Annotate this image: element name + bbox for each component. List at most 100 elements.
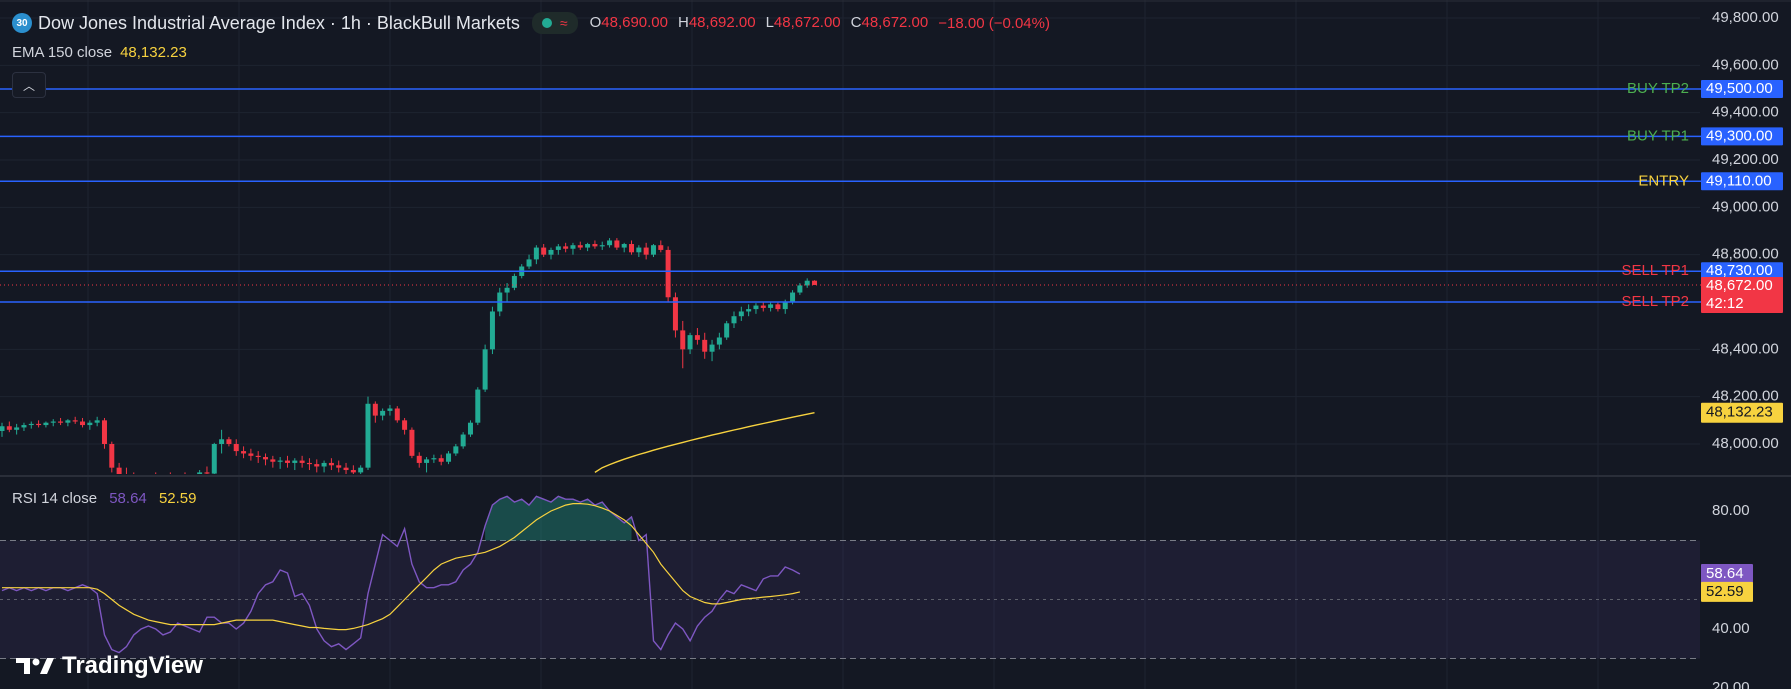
candle-body[interactable] — [255, 455, 261, 458]
candle-body[interactable] — [336, 465, 342, 468]
candle-body[interactable] — [211, 444, 217, 474]
candle-body[interactable] — [475, 389, 481, 423]
rsi-legend[interactable]: RSI 14 close 58.64 52.59 — [12, 490, 196, 507]
candle-body[interactable] — [797, 285, 803, 293]
candle-body[interactable] — [14, 427, 20, 430]
candle-body[interactable] — [424, 459, 430, 463]
tradingview-watermark[interactable]: TradingView — [16, 652, 203, 680]
candle-body[interactable] — [219, 439, 225, 444]
candle-body[interactable] — [768, 304, 774, 308]
candle-body[interactable] — [292, 460, 298, 463]
candle-body[interactable] — [0, 426, 5, 431]
candle-body[interactable] — [738, 311, 744, 317]
candle-body[interactable] — [672, 297, 678, 331]
candle-body[interactable] — [314, 464, 320, 467]
candle-body[interactable] — [650, 245, 656, 255]
candle-body[interactable] — [43, 422, 49, 426]
candle-body[interactable] — [577, 245, 583, 248]
candle-body[interactable] — [263, 457, 269, 460]
symbol-legend[interactable]: 30 Dow Jones Industrial Average Index · … — [12, 12, 1050, 34]
candle-body[interactable] — [87, 422, 93, 426]
candle-body[interactable] — [636, 247, 642, 253]
candle-body[interactable] — [541, 247, 547, 255]
candle-body[interactable] — [277, 460, 283, 462]
candle-body[interactable] — [233, 444, 239, 452]
candle-body[interactable] — [570, 245, 576, 249]
candle-body[interactable] — [116, 467, 122, 474]
candle-body[interactable] — [680, 330, 686, 350]
candle-body[interactable] — [431, 458, 437, 460]
candle-body[interactable] — [702, 339, 708, 352]
candle-body[interactable] — [65, 420, 71, 423]
candle-body[interactable] — [467, 422, 473, 435]
candle-body[interactable] — [716, 337, 722, 345]
candle-body[interactable] — [614, 240, 620, 248]
candle-body[interactable] — [731, 316, 737, 324]
candle-body[interactable] — [782, 302, 788, 310]
candle-body[interactable] — [94, 420, 100, 423]
candle-body[interactable] — [753, 305, 759, 310]
candle-body[interactable] — [453, 446, 459, 454]
ema-legend[interactable]: EMA 150 close 48,132.23 — [12, 44, 187, 61]
candle-body[interactable] — [658, 245, 664, 250]
candle-body[interactable] — [555, 246, 561, 250]
candle-body[interactable] — [760, 305, 766, 308]
ema-line[interactable] — [594, 412, 815, 473]
candle-body[interactable] — [328, 462, 334, 466]
candle-body[interactable] — [629, 244, 635, 253]
candle-body[interactable] — [226, 439, 232, 444]
market-status-pill[interactable]: ≈ — [531, 12, 578, 34]
candle-body[interactable] — [72, 420, 78, 422]
candle-body[interactable] — [241, 451, 247, 454]
candle-body[interactable] — [482, 349, 488, 390]
candle-body[interactable] — [438, 458, 444, 462]
candle-body[interactable] — [724, 323, 730, 338]
candle-body[interactable] — [380, 410, 386, 416]
candle-body[interactable] — [343, 467, 349, 471]
candle-body[interactable] — [585, 244, 591, 248]
candle-body[interactable] — [101, 420, 107, 444]
candle-body[interactable] — [709, 344, 715, 352]
candle-body[interactable] — [790, 292, 796, 302]
candle-body[interactable] — [746, 309, 752, 312]
candle-body[interactable] — [416, 455, 422, 463]
candle-body[interactable] — [321, 462, 327, 467]
candle-body[interactable] — [563, 246, 569, 249]
candle-body[interactable] — [812, 280, 818, 285]
rsi-ma-line[interactable] — [2, 503, 801, 631]
candle-body[interactable] — [358, 467, 364, 473]
candle-body[interactable] — [58, 421, 64, 423]
candle-body[interactable] — [533, 247, 539, 260]
candle-body[interactable] — [402, 420, 408, 430]
candle-body[interactable] — [28, 423, 34, 426]
candle-body[interactable] — [526, 259, 532, 267]
candle-body[interactable] — [284, 460, 290, 463]
candle-body[interactable] — [804, 280, 810, 286]
candle-body[interactable] — [599, 245, 605, 247]
candle-body[interactable] — [592, 244, 598, 247]
candle-body[interactable] — [643, 247, 649, 255]
candle-body[interactable] — [460, 434, 466, 447]
candle-body[interactable] — [299, 460, 305, 463]
candle-body[interactable] — [21, 425, 27, 428]
candle-body[interactable] — [446, 453, 452, 462]
candle-body[interactable] — [775, 304, 781, 310]
symbol-title[interactable]: Dow Jones Industrial Average Index · 1h … — [38, 12, 520, 33]
candle-body[interactable] — [504, 287, 510, 293]
candle-body[interactable] — [694, 335, 700, 340]
candle-body[interactable] — [6, 426, 12, 430]
candle-body[interactable] — [204, 472, 210, 474]
candle-body[interactable] — [365, 403, 371, 468]
candle-body[interactable] — [270, 459, 276, 462]
candle-body[interactable] — [489, 311, 495, 350]
collapse-legend-button[interactable]: ︿ — [12, 72, 46, 98]
candle-body[interactable] — [372, 403, 378, 416]
candle-body[interactable] — [350, 470, 356, 473]
candle-body[interactable] — [36, 423, 42, 426]
candle-body[interactable] — [665, 249, 671, 298]
candle-body[interactable] — [548, 249, 554, 255]
candle-body[interactable] — [197, 472, 203, 474]
candle-body[interactable] — [109, 444, 115, 468]
candle-body[interactable] — [394, 408, 400, 421]
